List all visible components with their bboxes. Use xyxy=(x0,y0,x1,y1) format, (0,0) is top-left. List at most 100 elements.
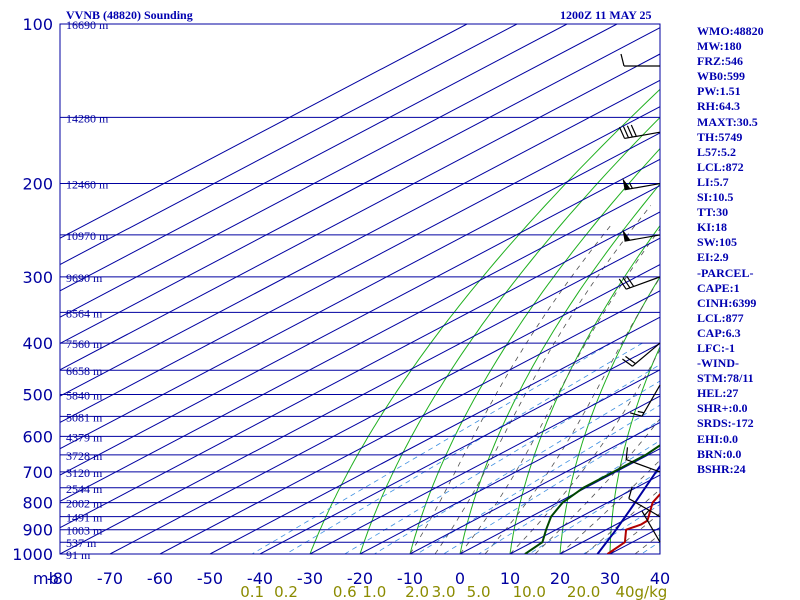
temperature-label: -30 xyxy=(297,569,323,588)
wind-barb xyxy=(629,384,661,417)
isotherm xyxy=(309,369,660,554)
wind-barbs xyxy=(618,53,661,543)
mixing-ratio-label: 2.0 xyxy=(405,583,429,600)
pressure-label: 900 xyxy=(22,521,53,540)
wind-barb-shaft xyxy=(624,182,661,191)
wind-barb-feather xyxy=(625,447,629,460)
mixing-ratio-label: 1.0 xyxy=(362,583,386,600)
height-label: 5081 m xyxy=(66,410,103,424)
index-item: -PARCEL- xyxy=(697,265,754,280)
index-item: LFC:-1 xyxy=(697,340,735,355)
wind-barb-feather xyxy=(629,412,643,417)
height-label: 3120 m xyxy=(66,466,103,480)
pressure-label: 100 xyxy=(22,15,53,34)
wind-barb xyxy=(618,275,661,290)
index-item: WB0:599 xyxy=(697,69,745,84)
index-item: HEL:27 xyxy=(697,386,739,401)
wind-barb-half-feather xyxy=(628,182,633,189)
mixing-ratio-label: 10.0 xyxy=(513,583,546,600)
isotherm xyxy=(60,24,518,266)
wind-barb xyxy=(628,486,661,518)
height-label: 5840 m xyxy=(66,388,103,402)
temperature-label: -40 xyxy=(247,569,273,588)
wind-barb xyxy=(641,510,661,543)
index-item: SI:10.5 xyxy=(697,190,734,205)
pressure-label: 200 xyxy=(22,175,53,194)
wind-barb xyxy=(620,53,660,67)
moist-adiabat xyxy=(434,205,652,554)
height-label: 1003 m xyxy=(66,524,103,538)
height-label: 4379 m xyxy=(66,430,103,444)
wind-barb-feather xyxy=(628,486,633,499)
moist-adiabat xyxy=(509,348,660,554)
pressure-unit-label: mb xyxy=(33,569,59,588)
wind-barb-feather xyxy=(618,126,626,139)
height-label: 8564 m xyxy=(66,306,103,320)
index-item: CAP:6.3 xyxy=(697,325,741,340)
index-item: MAXT:30.5 xyxy=(697,114,758,129)
wind-barb-flag xyxy=(622,229,631,242)
index-item: EHI:0.0 xyxy=(697,431,739,446)
height-label: 6658 m xyxy=(66,364,103,378)
isotherm xyxy=(60,185,660,502)
wind-barb xyxy=(622,342,661,367)
isotherm xyxy=(60,79,660,397)
isotherm xyxy=(60,24,568,292)
pressure-label: 600 xyxy=(22,427,53,446)
wind-barb-feather xyxy=(622,277,631,289)
isotherm xyxy=(60,211,660,529)
index-item: STM:78/11 xyxy=(697,371,754,386)
wind-barb xyxy=(625,447,661,473)
index-item: TH:5749 xyxy=(697,129,743,144)
moist-adiabat xyxy=(534,418,660,554)
index-item: RH:64.3 xyxy=(697,99,740,114)
pressure-label: 800 xyxy=(22,494,53,513)
temperature-label: 0 xyxy=(455,569,465,588)
wind-barb-shaft xyxy=(624,234,661,242)
isotherm xyxy=(409,421,660,554)
isotherm xyxy=(209,316,660,554)
temperature-label: 40 xyxy=(650,569,670,588)
height-label: 2002 m xyxy=(66,497,103,511)
plot-frame xyxy=(59,23,661,555)
index-item: SW:105 xyxy=(697,235,738,250)
height-label: 12460 m xyxy=(66,178,109,192)
index-item: CAPE:1 xyxy=(697,280,740,295)
index-item: EI:2.9 xyxy=(697,250,729,265)
isotherm xyxy=(60,27,660,345)
index-item: KI:18 xyxy=(697,220,727,235)
height-label: 2544 m xyxy=(66,482,103,496)
index-item: LCL:877 xyxy=(697,310,744,325)
mixing-ratio-label: 0.6 xyxy=(333,583,357,600)
isotherm xyxy=(259,342,660,554)
wind-barb-feather xyxy=(622,358,633,367)
isotherm xyxy=(60,24,468,239)
index-item: SHR+:0.0 xyxy=(697,401,748,416)
height-label: 3728 m xyxy=(66,449,103,463)
wind-barb xyxy=(622,177,661,191)
moist-adiabat xyxy=(409,225,612,554)
temperature-label: -20 xyxy=(347,569,373,588)
isotherm xyxy=(459,448,660,554)
sounding-time: 1200Z 11 MAY 25 xyxy=(560,8,652,22)
temperature-label: 20 xyxy=(550,569,570,588)
wind-barb-shaft xyxy=(641,384,661,417)
index-item: BSHR:24 xyxy=(697,461,746,476)
isotherm xyxy=(60,53,660,371)
wind-barb-half-feather xyxy=(644,510,650,516)
wind-barb-feather xyxy=(618,278,627,290)
index-item: PW:1.51 xyxy=(697,84,741,99)
isotherm xyxy=(109,263,660,554)
mixing-ratio-label: 20.0 xyxy=(567,583,600,600)
pressure-label: 500 xyxy=(22,385,53,404)
mixing-ratio-label: 0.2 xyxy=(274,583,298,600)
pressure-label: 300 xyxy=(22,268,53,287)
index-item: MW:180 xyxy=(697,39,742,54)
wind-barb xyxy=(622,229,661,242)
wind-barb-shaft xyxy=(624,131,661,140)
wind-barb-flag xyxy=(622,177,631,190)
wind-barb-feather xyxy=(620,53,625,67)
